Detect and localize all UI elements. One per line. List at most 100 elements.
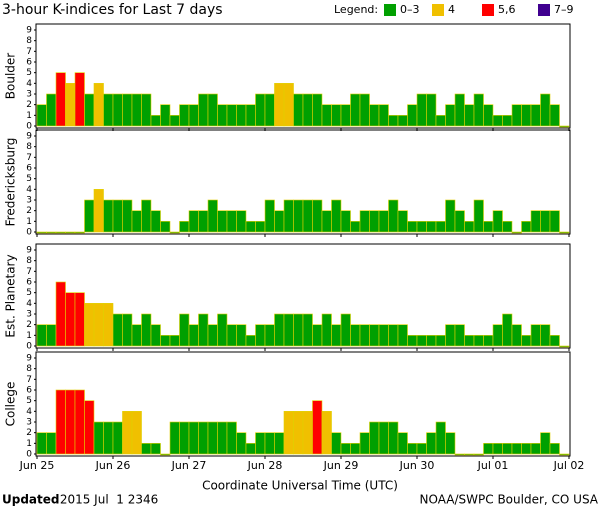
bar [217,313,228,347]
bar [293,411,304,455]
bar [293,93,304,127]
bar [179,221,190,233]
x-tick-label: Jun 25 [19,459,55,472]
bar [245,335,256,347]
panel-frame [35,129,571,235]
bar [274,83,285,127]
bar [407,221,418,233]
bar [302,199,313,233]
bar [84,93,95,127]
bar [378,104,389,127]
bar [340,104,351,127]
y-tick-label: 9 [26,132,32,142]
bar [131,324,142,347]
x-tick-label: Jul 01 [477,459,509,472]
bar [312,93,323,127]
bar [388,324,399,347]
bar [179,421,190,455]
bar [321,104,332,127]
bar [65,231,76,234]
y-tick-label: 3 [26,418,32,428]
bar [530,104,541,127]
bar [46,324,57,347]
bar [245,221,256,233]
y-axis-label: College [4,382,18,427]
bar [226,421,237,455]
bar [103,303,114,347]
y-tick-label: 4 [26,79,32,89]
bar [283,313,294,347]
y-tick-label: 3 [26,90,32,100]
bar [511,324,522,347]
bar [378,210,389,233]
bar [454,453,465,456]
bar [350,221,361,233]
x-tick-label: Jun 30 [399,459,435,472]
bar [359,93,370,127]
bar [131,93,142,127]
bar [407,104,418,127]
bar [483,335,494,347]
x-tick-label: Jun 27 [171,459,207,472]
bar [93,421,104,455]
bar [131,411,142,455]
bar [454,210,465,233]
y-tick-label: 8 [26,36,32,46]
bar [407,335,418,347]
bar [65,389,76,455]
y-tick-label: 5 [26,288,32,298]
bar [36,432,47,455]
bar [359,324,370,347]
bar [55,281,66,347]
y-tick-label: 9 [26,354,32,364]
y-tick-label: 2 [26,100,32,110]
bar [160,453,171,456]
bar [340,313,351,347]
bar [331,199,342,233]
legend-swatch [538,4,550,16]
bar [312,324,323,347]
legend-label: 4 [448,3,455,16]
y-tick-label: 2 [26,206,32,216]
bar [207,93,218,127]
panel-frame [35,243,571,349]
bar [464,335,475,347]
bar [416,443,427,455]
bar [131,210,142,233]
bar [492,210,503,233]
bar [416,93,427,127]
bar [454,324,465,347]
y-tick-label: 2 [26,320,32,330]
bar [226,324,237,347]
bar [93,303,104,347]
y-tick-label: 9 [26,246,32,256]
y-tick-label: 0 [26,122,32,132]
bar [426,93,437,127]
bar [483,221,494,233]
y-tick-label: 8 [26,364,32,374]
legend-swatch [482,4,494,16]
bar [540,93,551,127]
panel-frame [35,351,571,457]
bar [559,345,570,348]
legend-label: 5,6 [498,3,516,16]
bar [207,199,218,233]
y-tick-label: 6 [26,58,32,68]
bar [84,400,95,455]
bar [283,199,294,233]
bar [264,324,275,347]
bar [397,210,408,233]
bar [559,231,570,234]
y-tick-label: 9 [26,26,32,36]
bar [511,104,522,127]
bar [426,335,437,347]
bar [198,313,209,347]
bar [302,93,313,127]
bar [511,443,522,455]
y-axis-label: Fredericksburg [4,138,18,227]
bar [293,199,304,233]
bar [84,199,95,233]
bar [74,292,85,347]
y-tick-label: 6 [26,164,32,174]
bar [549,104,560,127]
